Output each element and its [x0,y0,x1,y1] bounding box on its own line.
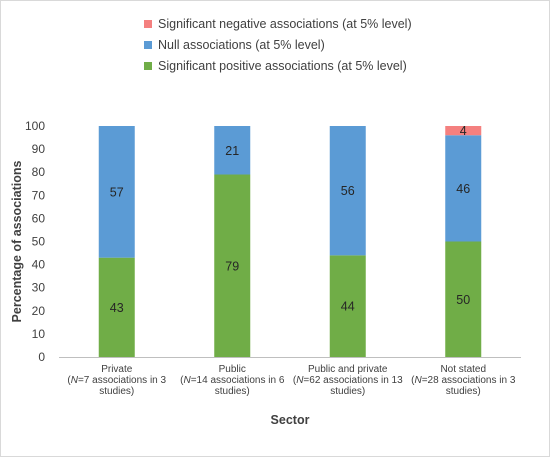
data-label: 57 [110,185,124,199]
y-tick-label: 70 [32,188,46,202]
y-tick-label: 60 [32,211,46,225]
data-label: 21 [225,144,239,158]
legend-swatch [144,40,152,49]
y-tick-label: 90 [32,142,46,156]
x-tick-label: Not stated (N=28 associations in 3 studies… [411,364,516,397]
bar-segment [214,174,251,357]
legend-label: Significant positive associations (at 5%… [158,58,407,73]
y-tick-label: 50 [32,235,46,249]
bar-segment [445,135,482,242]
data-label: 44 [341,300,355,314]
legend-swatch [144,61,152,70]
legend-item: Significant negative associations (at 5%… [144,13,412,34]
bar-segment [445,126,482,136]
legend-label: Significant negative associations (at 5%… [158,16,412,31]
y-tick-label: 80 [32,165,46,179]
legend-swatch [144,19,152,28]
data-label: 43 [110,301,124,315]
legend-item: Significant positive associations (at 5%… [144,55,412,76]
legend: Significant negative associations (at 5%… [144,13,412,76]
legend-item: Null associations (at 5% level) [144,34,412,55]
x-tick-label: Private (N=7 associations in 3 studies) [67,364,166,397]
y-tick-label: 30 [32,281,46,295]
bar-segment [214,126,251,175]
bar-segment [329,126,366,256]
x-axis-title: Sector [271,413,310,427]
bar-segment [98,257,135,357]
y-axis-title: Percentage of associations [10,161,24,323]
y-tick-label: 10 [32,327,46,341]
y-tick-label: 0 [38,350,45,364]
legend-label: Null associations (at 5% level) [158,37,325,52]
data-label: 79 [225,259,239,273]
bar-segment [98,126,135,258]
x-tick-label: Public (N=14 associations in 6 studies) [180,364,285,397]
y-tick-label: 40 [32,258,46,272]
x-tick-label: Public and private (N=62 associations in … [293,364,403,397]
bar-segment [329,255,366,357]
data-label: 4 [460,124,467,138]
data-label: 50 [456,293,470,307]
data-label: 46 [456,182,470,196]
y-tick-label: 20 [32,304,46,318]
data-label: 56 [341,184,355,198]
bar-segment [445,241,482,357]
y-tick-label: 100 [25,119,45,133]
